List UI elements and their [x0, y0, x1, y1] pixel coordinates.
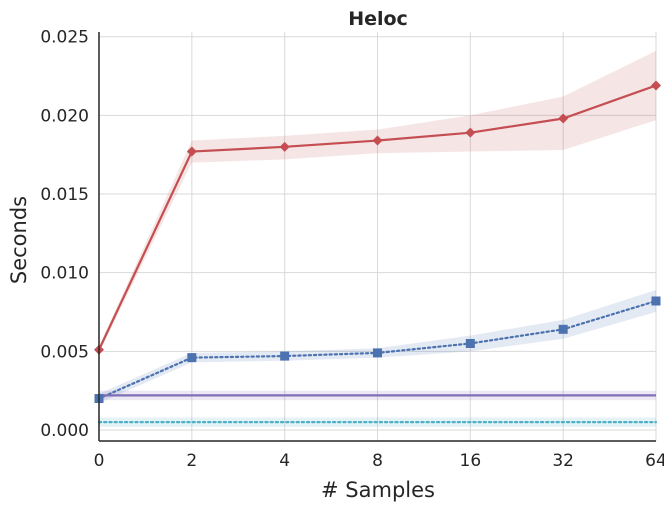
blue-square-series-point-3 [373, 348, 382, 358]
y-tick-label-4: 0.020 [40, 106, 89, 126]
blue-square-series-point-2 [280, 351, 290, 361]
y-tick-label-0: 0.000 [40, 421, 89, 441]
red-diamond-series-point-3 [372, 135, 383, 146]
chart-title: Heloc [348, 8, 408, 30]
axes [98, 32, 656, 442]
x-tick-label-0: 0 [94, 451, 105, 471]
y-tick-label-2: 0.010 [40, 264, 89, 284]
x-tick-label-6: 64 [645, 451, 664, 471]
red-diamond-series-point-6 [651, 80, 661, 91]
blue-square-series-point-5 [558, 324, 568, 334]
y-axis-label: Seconds [7, 196, 31, 284]
x-tick-label-3: 8 [372, 451, 383, 471]
x-tick-label-2: 4 [279, 451, 290, 471]
y-tick-labels: 0.000 0.005 0.010 0.015 0.020 0.025 [40, 28, 89, 441]
red-diamond-series-point-1 [186, 146, 197, 157]
y-tick-label-3: 0.015 [40, 185, 89, 205]
y-tick-label-5: 0.025 [40, 28, 89, 48]
blue-square-series-point-1 [187, 353, 197, 363]
grid [98, 32, 657, 441]
y-tick-label-1: 0.005 [40, 342, 89, 362]
blue-square-series-point-4 [465, 338, 475, 348]
x-tick-labels: 0 2 4 8 16 32 64 [94, 451, 664, 471]
x-tick-label-1: 2 [186, 451, 197, 471]
red-diamond-series-point-4 [465, 127, 476, 138]
x-tick-label-5: 32 [552, 451, 574, 471]
red-diamond-series-point-5 [558, 113, 569, 124]
blue-square-series-point-6 [651, 296, 661, 306]
red-diamond-series-point-2 [279, 141, 290, 152]
x-tick-label-4: 16 [460, 451, 482, 471]
x-axis-label: # Samples [321, 478, 435, 502]
